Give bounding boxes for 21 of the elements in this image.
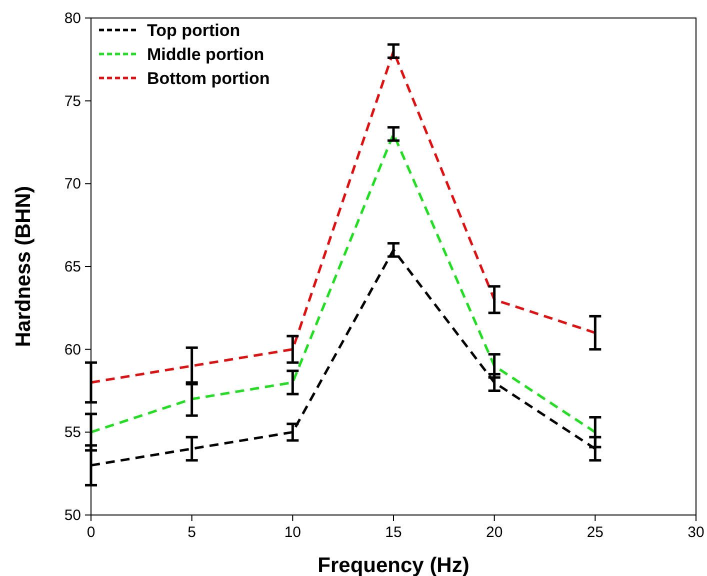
x-tick-label: 5	[188, 524, 196, 541]
y-tick-label: 70	[64, 176, 81, 193]
y-tick-label: 55	[64, 424, 81, 442]
y-tick-label: 65	[64, 258, 81, 276]
x-tick-label: 15	[385, 524, 402, 541]
y-tick-label: 80	[64, 10, 81, 27]
y-axis-title: Hardness (BHN)	[12, 186, 35, 348]
x-tick-label: 0	[86, 524, 96, 541]
x-tick-label: 30	[688, 524, 704, 541]
legend-label: Bottom portion	[147, 69, 270, 88]
x-tick-label: 25	[586, 524, 604, 541]
y-tick-label: 60	[64, 341, 81, 358]
line-series	[90, 50, 596, 384]
x-axis-title: Frequency (Hz)	[318, 554, 470, 576]
legend-label: Middle portion	[147, 45, 264, 64]
legend-label: Top portion	[147, 21, 240, 40]
y-tick-label: 75	[64, 92, 81, 110]
y-tick-label: 50	[64, 507, 81, 524]
x-tick-label: 10	[284, 524, 302, 541]
x-tick-label: 20	[486, 524, 503, 541]
line-series	[90, 132, 596, 434]
